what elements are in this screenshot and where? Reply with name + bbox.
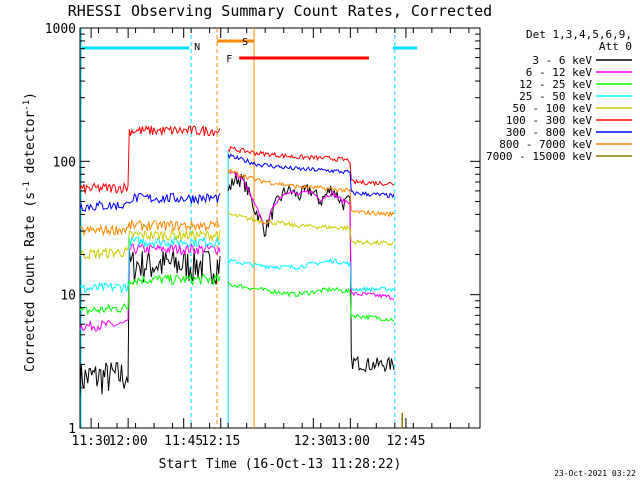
series-line: [79, 228, 221, 261]
x-axis-label: Start Time (16-Oct-13 11:28:22): [159, 457, 402, 472]
axis-layer: 1 10 100 1000 11:30 11:45 12:00 12:15 12:30 12:45…: [45, 22, 480, 449]
series-line: [79, 242, 221, 332]
legend-label: 100 - 300 keV: [506, 114, 592, 127]
x-tick-label: 12:00: [109, 434, 148, 449]
legend-label: 3 - 6 keV: [532, 54, 592, 67]
saa-label: S: [242, 37, 248, 48]
night-label: N: [194, 42, 200, 53]
y-axis-label: Corrected Count Rate (s-1 detector-1): [22, 92, 38, 372]
series-line: [79, 248, 221, 399]
plot-border: [79, 27, 481, 429]
series-line: [80, 218, 221, 237]
series-line: [79, 272, 221, 316]
x-tick-label: 13:00: [331, 434, 370, 449]
series-line: [227, 170, 395, 301]
chart-title: RHESSI Observing Summary Count Rates, Co…: [68, 2, 492, 20]
legend-label: 12 - 25 keV: [519, 78, 592, 91]
x-tick-label: 12:45: [386, 434, 425, 449]
legend-label: 6 - 12 keV: [526, 66, 593, 79]
legend-label: 300 - 800 keV: [506, 126, 592, 139]
legend-header: Det 1,3,4,5,6,9,: [526, 28, 632, 41]
series-layer: [79, 124, 403, 428]
x-tick-label: 12:30: [294, 434, 333, 449]
y-tick-label: 1: [68, 422, 76, 437]
legend-label: 7000 - 15000 keV: [486, 150, 592, 163]
footer-date: 23-Oct-2021 03:22: [554, 469, 636, 478]
series-line: [227, 257, 395, 294]
series-line: [79, 235, 221, 295]
legend-label: 25 - 50 keV: [519, 90, 592, 103]
plot-frame: [79, 27, 481, 429]
x-tick-label: 11:45: [164, 434, 203, 449]
y-tick-label: 10: [60, 289, 76, 304]
series-line: [227, 172, 395, 373]
series-line: [227, 212, 395, 246]
series-line: [227, 145, 395, 187]
x-tick-label: 12:15: [201, 434, 240, 449]
series-line: [79, 124, 221, 194]
x-tick-label: 11:30: [72, 434, 111, 449]
legend-label: 800 - 7000 keV: [499, 138, 592, 151]
legend-label: 50 - 100 keV: [513, 102, 593, 115]
y-tick-label: 1000: [45, 22, 76, 37]
y-tick-label: 100: [53, 155, 76, 170]
annotation-layer: N SF: [80, 28, 418, 428]
series-line: [227, 168, 395, 218]
legend-header: Att 0: [599, 40, 632, 53]
series-line: [227, 153, 395, 199]
flare-label: F: [226, 54, 232, 65]
series-line: [79, 192, 221, 213]
series-line: [227, 281, 395, 322]
